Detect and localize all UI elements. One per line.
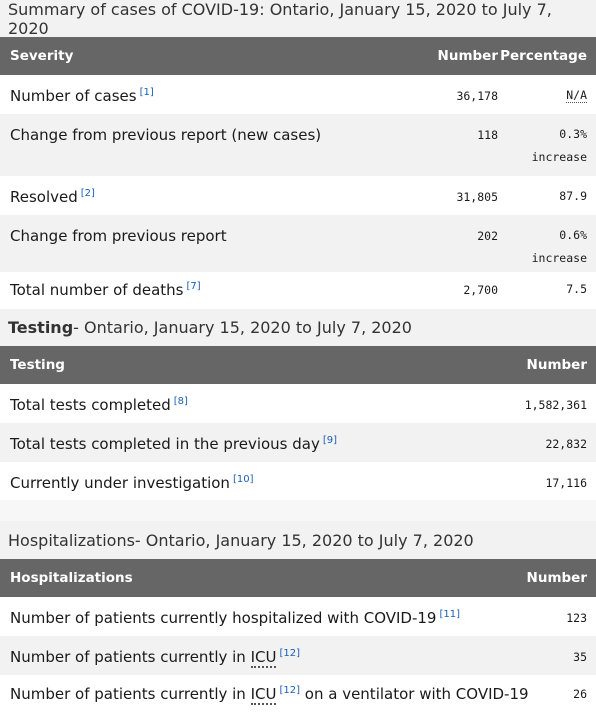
table-row: Number of patients currently in ICU [12] … [0,675,596,712]
row-percentage: 0.3% [559,127,587,141]
row-percentage: 87.9 [559,189,587,203]
table-row: Currently under investigation [10] 17,116 [0,462,596,500]
footnote-link[interactable]: [11] [439,609,460,620]
table-row: Change from previous report (new cases) … [0,114,596,176]
number-header: Number [526,570,587,586]
table-row: Resolved [2] 31,805 87.9 [0,176,596,215]
row-percentage: 0.6% [559,228,587,242]
row-number: 17,116 [545,476,587,490]
summary-header-row: Severity Number Percentage [0,37,596,75]
footnote-link[interactable]: [10] [232,474,254,485]
row-label-continued: on a ventilator with COVID-19 [300,685,529,703]
row-label: Total number of deaths [10,281,184,299]
hospitalizations-header: Hospitalizations [10,570,133,586]
number-header: Number [437,48,498,64]
row-percentage: N/A [566,88,587,103]
footnote-link[interactable]: [2] [80,188,95,199]
footnote-link[interactable]: [1] [139,87,154,98]
footnote-link[interactable]: [12] [279,685,301,696]
icu-abbreviation[interactable]: ICU [250,648,277,668]
row-label: Change from previous report (new cases) [10,126,322,144]
row-number: 2,700 [463,283,498,297]
footnote-link[interactable]: [12] [279,648,301,659]
hospitalizations-header-row: Hospitalizations Number [0,559,596,597]
table-row: Change from previous report 202 0.6% inc… [0,215,596,272]
icu-abbreviation[interactable]: ICU [250,685,277,705]
row-number: 123 [566,611,587,625]
row-number: 26 [573,687,587,701]
footnote-link[interactable]: [7] [186,281,201,292]
table-row: Total number of deaths [7] 2,700 7.5 [0,272,596,309]
row-percentage: 7.5 [566,282,587,296]
footnote-link[interactable]: [9] [322,435,338,446]
severity-header: Severity [10,48,74,64]
summary-caption: Summary of cases of COVID-19: Ontario, J… [0,0,596,38]
testing-caption: Testing - Ontario, January 15, 2020 to J… [0,309,596,346]
row-number: 36,178 [456,89,498,103]
table-row: Number of patients currently in ICU [12] … [0,636,596,675]
summary-table: Summary of cases of COVID-19: Ontario, J… [0,0,596,309]
row-percentage-note: increase [531,251,587,265]
table-row: Total tests completed in the previous da… [0,423,596,462]
row-number: 22,832 [545,437,587,451]
row-label: Change from previous report [10,227,227,245]
table-spacer [0,500,596,521]
row-number: 202 [477,229,498,243]
hospitalizations-table: Hospitalizations - Ontario, January 15, … [0,521,596,712]
table-row: Total tests completed [8] 1,582,361 [0,384,596,423]
testing-table: Testing - Ontario, January 15, 2020 to J… [0,309,596,500]
row-label: Total tests completed in the previous da… [10,435,320,453]
row-label: Number of patients currently in [10,648,251,666]
row-label: Total tests completed [10,396,171,414]
row-label: Number of patients currently hospitalize… [10,609,437,627]
row-number: 1,582,361 [524,398,587,412]
number-header: Number [526,357,587,373]
testing-header: Testing [10,357,65,373]
testing-header-row: Testing Number [0,346,596,384]
row-label: Number of cases [10,87,137,105]
footnote-link[interactable]: [8] [173,396,188,407]
row-percentage-note: increase [531,150,587,164]
hospitalizations-caption: Hospitalizations - Ontario, January 15, … [0,521,596,559]
percentage-header: Percentage [500,48,587,64]
row-label: Number of patients currently in [10,685,251,703]
row-label: Currently under investigation [10,474,230,492]
row-number: 31,805 [456,190,498,204]
table-row: Number of patients currently hospitalize… [0,597,596,636]
row-number: 118 [477,128,498,142]
row-number: 35 [573,650,587,664]
row-label: Resolved [10,188,78,206]
table-row: Number of cases [1] 36,178 N/A [0,75,596,114]
